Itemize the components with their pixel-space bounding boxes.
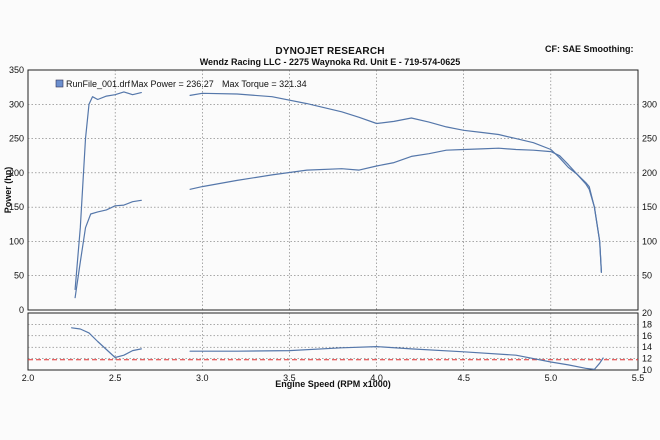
y-tick-label: 100	[9, 236, 24, 246]
x-tick-label: 2.5	[109, 373, 122, 383]
afr-tick-label: 16	[642, 331, 652, 341]
y-tick-label: 250	[9, 134, 24, 144]
x-tick-label: 5.0	[545, 373, 558, 383]
main-gridlines	[28, 70, 638, 310]
x-tick-label: 4.5	[457, 373, 470, 383]
y-tick-label: 350	[9, 65, 24, 75]
afr-tick-label: 10	[642, 365, 652, 375]
afr-tick-label: 14	[642, 342, 652, 352]
y2-tick-label: 100	[642, 236, 657, 246]
afr-tick-label: 18	[642, 319, 652, 329]
afr-tick-label: 12	[642, 354, 652, 364]
afr-traces	[70, 327, 604, 370]
y-tick-label: 150	[9, 202, 24, 212]
legend-swatch	[55, 79, 64, 88]
y2-tick-label: 50	[642, 271, 652, 281]
sheet-subtitle: Wendz Racing LLC - 2275 Waynoka Rd. Unit…	[199, 57, 461, 67]
main-series-1-segment-0	[74, 199, 142, 299]
y-tick-label: 300	[9, 99, 24, 109]
afr-plot-frame	[27, 312, 639, 371]
afr-series-0-segment-0	[70, 327, 142, 359]
sheet-title: DYNOJET RESEARCH	[275, 46, 385, 57]
x-tick-label: 5.5	[632, 373, 645, 383]
power-torque-traces	[74, 91, 603, 299]
y2-tick-label: 200	[642, 168, 657, 178]
x-tick-label: 3.5	[283, 373, 296, 383]
afr-tick-label: 20	[642, 308, 652, 318]
legend-file-label: RunFile_001.drf	[66, 79, 131, 89]
x-tick-label: 4.0	[370, 373, 383, 383]
y2-tick-label: 150	[642, 202, 657, 212]
y2-tick-label: 250	[642, 134, 657, 144]
correction-factor-label: CF: SAE Smoothing:	[545, 44, 634, 54]
legend-max-torque: Max Torque = 321.34	[222, 79, 307, 89]
legend-max-power: Max Power = 236.27	[131, 79, 214, 89]
axis-ticks: 2.0 2.5 3.0 3.5 4.0 4.5 5.0 5.5 0 50 100 150 200 250 3…	[9, 65, 657, 383]
y-tick-label: 200	[9, 168, 24, 178]
main-series-0-segment-0	[74, 91, 142, 290]
legend: RunFile_001.drf Max Power = 236.27 Max T…	[55, 79, 307, 89]
y-tick-label: 0	[19, 305, 24, 315]
y2-tick-label: 300	[642, 99, 657, 109]
afr-series-0-segment-1	[189, 346, 604, 370]
main-series-0-segment-1	[189, 92, 603, 273]
main-plot-frame	[27, 69, 639, 311]
main-series-1-segment-1	[189, 147, 603, 273]
x-tick-label: 2.0	[22, 373, 35, 383]
y-tick-label: 50	[14, 271, 24, 281]
x-tick-label: 3.0	[196, 373, 209, 383]
y-axis-label: Power (hp)	[3, 167, 13, 214]
x-axis-label: Engine Speed (RPM x1000)	[275, 379, 391, 389]
